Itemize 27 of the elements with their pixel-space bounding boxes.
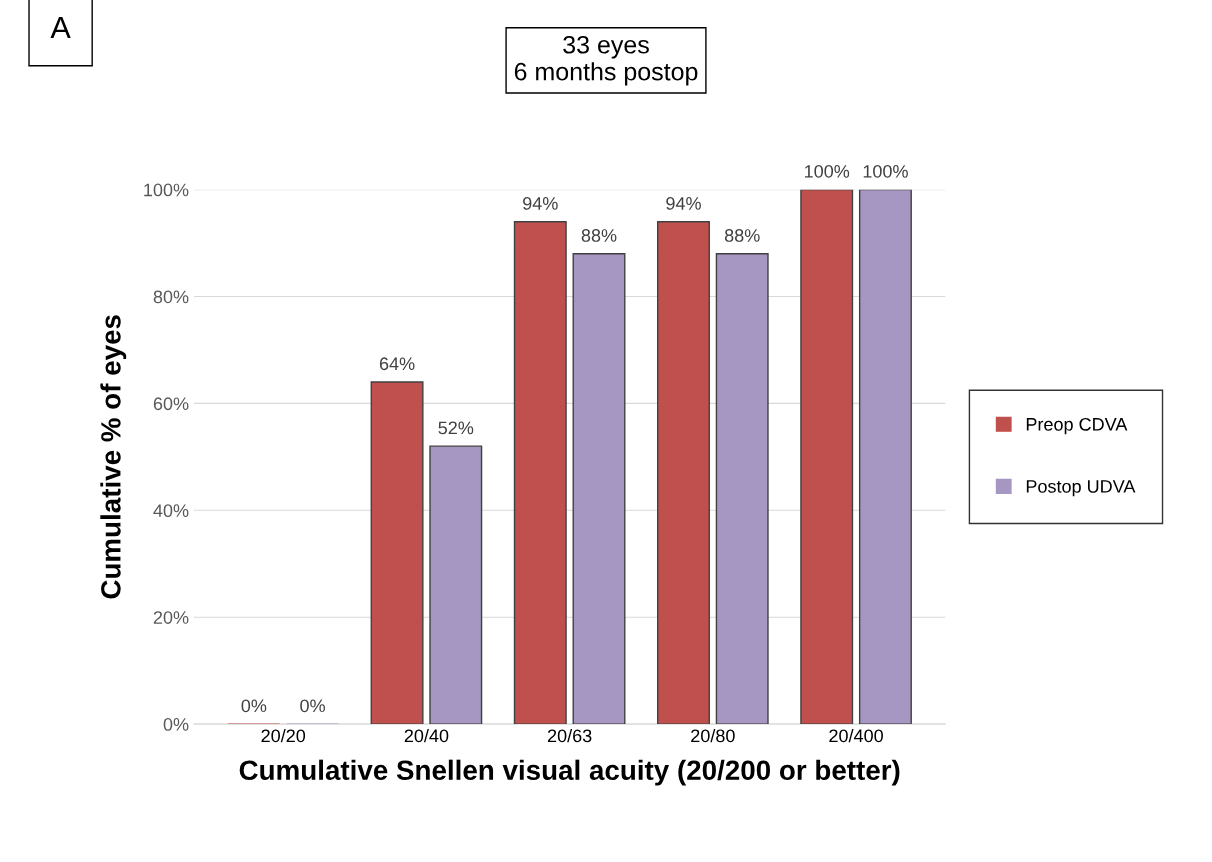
legend-label: Preop CDVA bbox=[1026, 417, 1128, 435]
data-label: 0% bbox=[300, 699, 325, 713]
x-tick-label: 20/400 bbox=[829, 728, 883, 743]
y-tick-label: 60% bbox=[153, 397, 189, 411]
data-label: 88% bbox=[724, 229, 760, 242]
x-axis-title: Cumulative Snellen visual acuity (20/200 or better) bbox=[239, 759, 900, 786]
data-label: 88% bbox=[581, 229, 617, 242]
data-label: 94% bbox=[523, 197, 558, 210]
y-tick-label: 40% bbox=[153, 504, 189, 518]
data-label: 64% bbox=[379, 357, 415, 371]
x-tick-label: 20/40 bbox=[404, 728, 449, 743]
data-label: 0% bbox=[241, 699, 267, 713]
x-tick-label: 20/63 bbox=[547, 728, 592, 743]
data-label: 94% bbox=[666, 197, 701, 210]
chart-title: 33 eyes 6 months postop bbox=[514, 35, 698, 86]
y-tick-label: 0% bbox=[163, 718, 189, 731]
y-tick-label: 20% bbox=[153, 611, 189, 624]
y-axis-title: Cumulative % of eyes bbox=[100, 315, 127, 599]
data-label: 100% bbox=[805, 164, 850, 178]
data-label: 52% bbox=[438, 421, 474, 435]
text: A bbox=[50, 17, 71, 39]
y-tick-label: 100% bbox=[144, 183, 189, 197]
x-tick-label: 20/20 bbox=[261, 728, 306, 743]
y-tick-label: 80% bbox=[153, 290, 189, 304]
x-tick-label: 20/80 bbox=[691, 728, 735, 743]
legend-label: Postop UDVA bbox=[1026, 480, 1136, 497]
data-label: 100% bbox=[863, 164, 908, 178]
